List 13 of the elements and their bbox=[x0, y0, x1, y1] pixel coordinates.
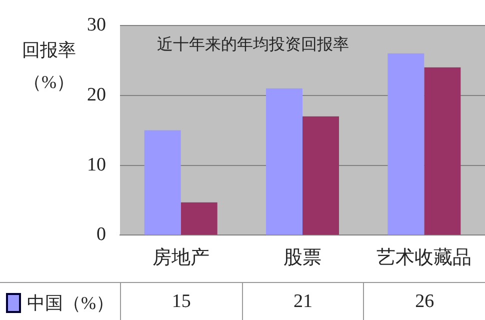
y-tick-label: 0 bbox=[96, 224, 106, 246]
x-tick-label: 股票 bbox=[284, 248, 322, 269]
y-tick-label: 20 bbox=[87, 84, 106, 106]
data-label: 26 bbox=[363, 283, 485, 320]
legend-label: 中国（%） bbox=[27, 292, 114, 315]
y-tick-label: 10 bbox=[87, 154, 106, 176]
data-label: 15 bbox=[120, 283, 242, 320]
y-tick-label: 30 bbox=[87, 14, 106, 36]
text: 近十年来的年均投资回报率 bbox=[157, 36, 349, 54]
x-tick-label: 房地产 bbox=[152, 246, 210, 269]
y-axis-title: 回报率（%） bbox=[21, 39, 77, 94]
x-tick-label: 艺术收藏品 bbox=[376, 248, 472, 269]
data-label: 21 bbox=[242, 283, 364, 320]
